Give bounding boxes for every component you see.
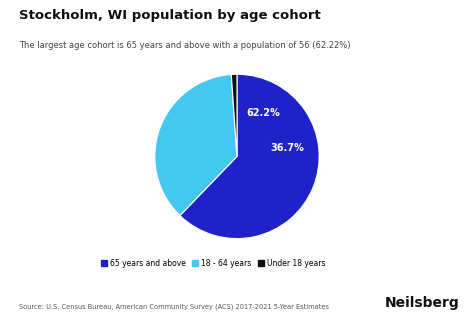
Text: Neilsberg: Neilsberg [385, 296, 460, 310]
Wedge shape [155, 75, 237, 216]
Wedge shape [180, 74, 319, 239]
Text: The largest age cohort is 65 years and above with a population of 56 (62.22%): The largest age cohort is 65 years and a… [19, 41, 350, 50]
Text: 62.2%: 62.2% [246, 108, 280, 118]
Text: 36.7%: 36.7% [270, 143, 304, 153]
Wedge shape [231, 74, 237, 156]
Text: Source: U.S. Census Bureau, American Community Survey (ACS) 2017-2021 5-Year Est: Source: U.S. Census Bureau, American Com… [19, 303, 329, 310]
Text: Stockholm, WI population by age cohort: Stockholm, WI population by age cohort [19, 9, 321, 22]
Legend: 65 years and above, 18 - 64 years, Under 18 years: 65 years and above, 18 - 64 years, Under… [98, 256, 328, 271]
